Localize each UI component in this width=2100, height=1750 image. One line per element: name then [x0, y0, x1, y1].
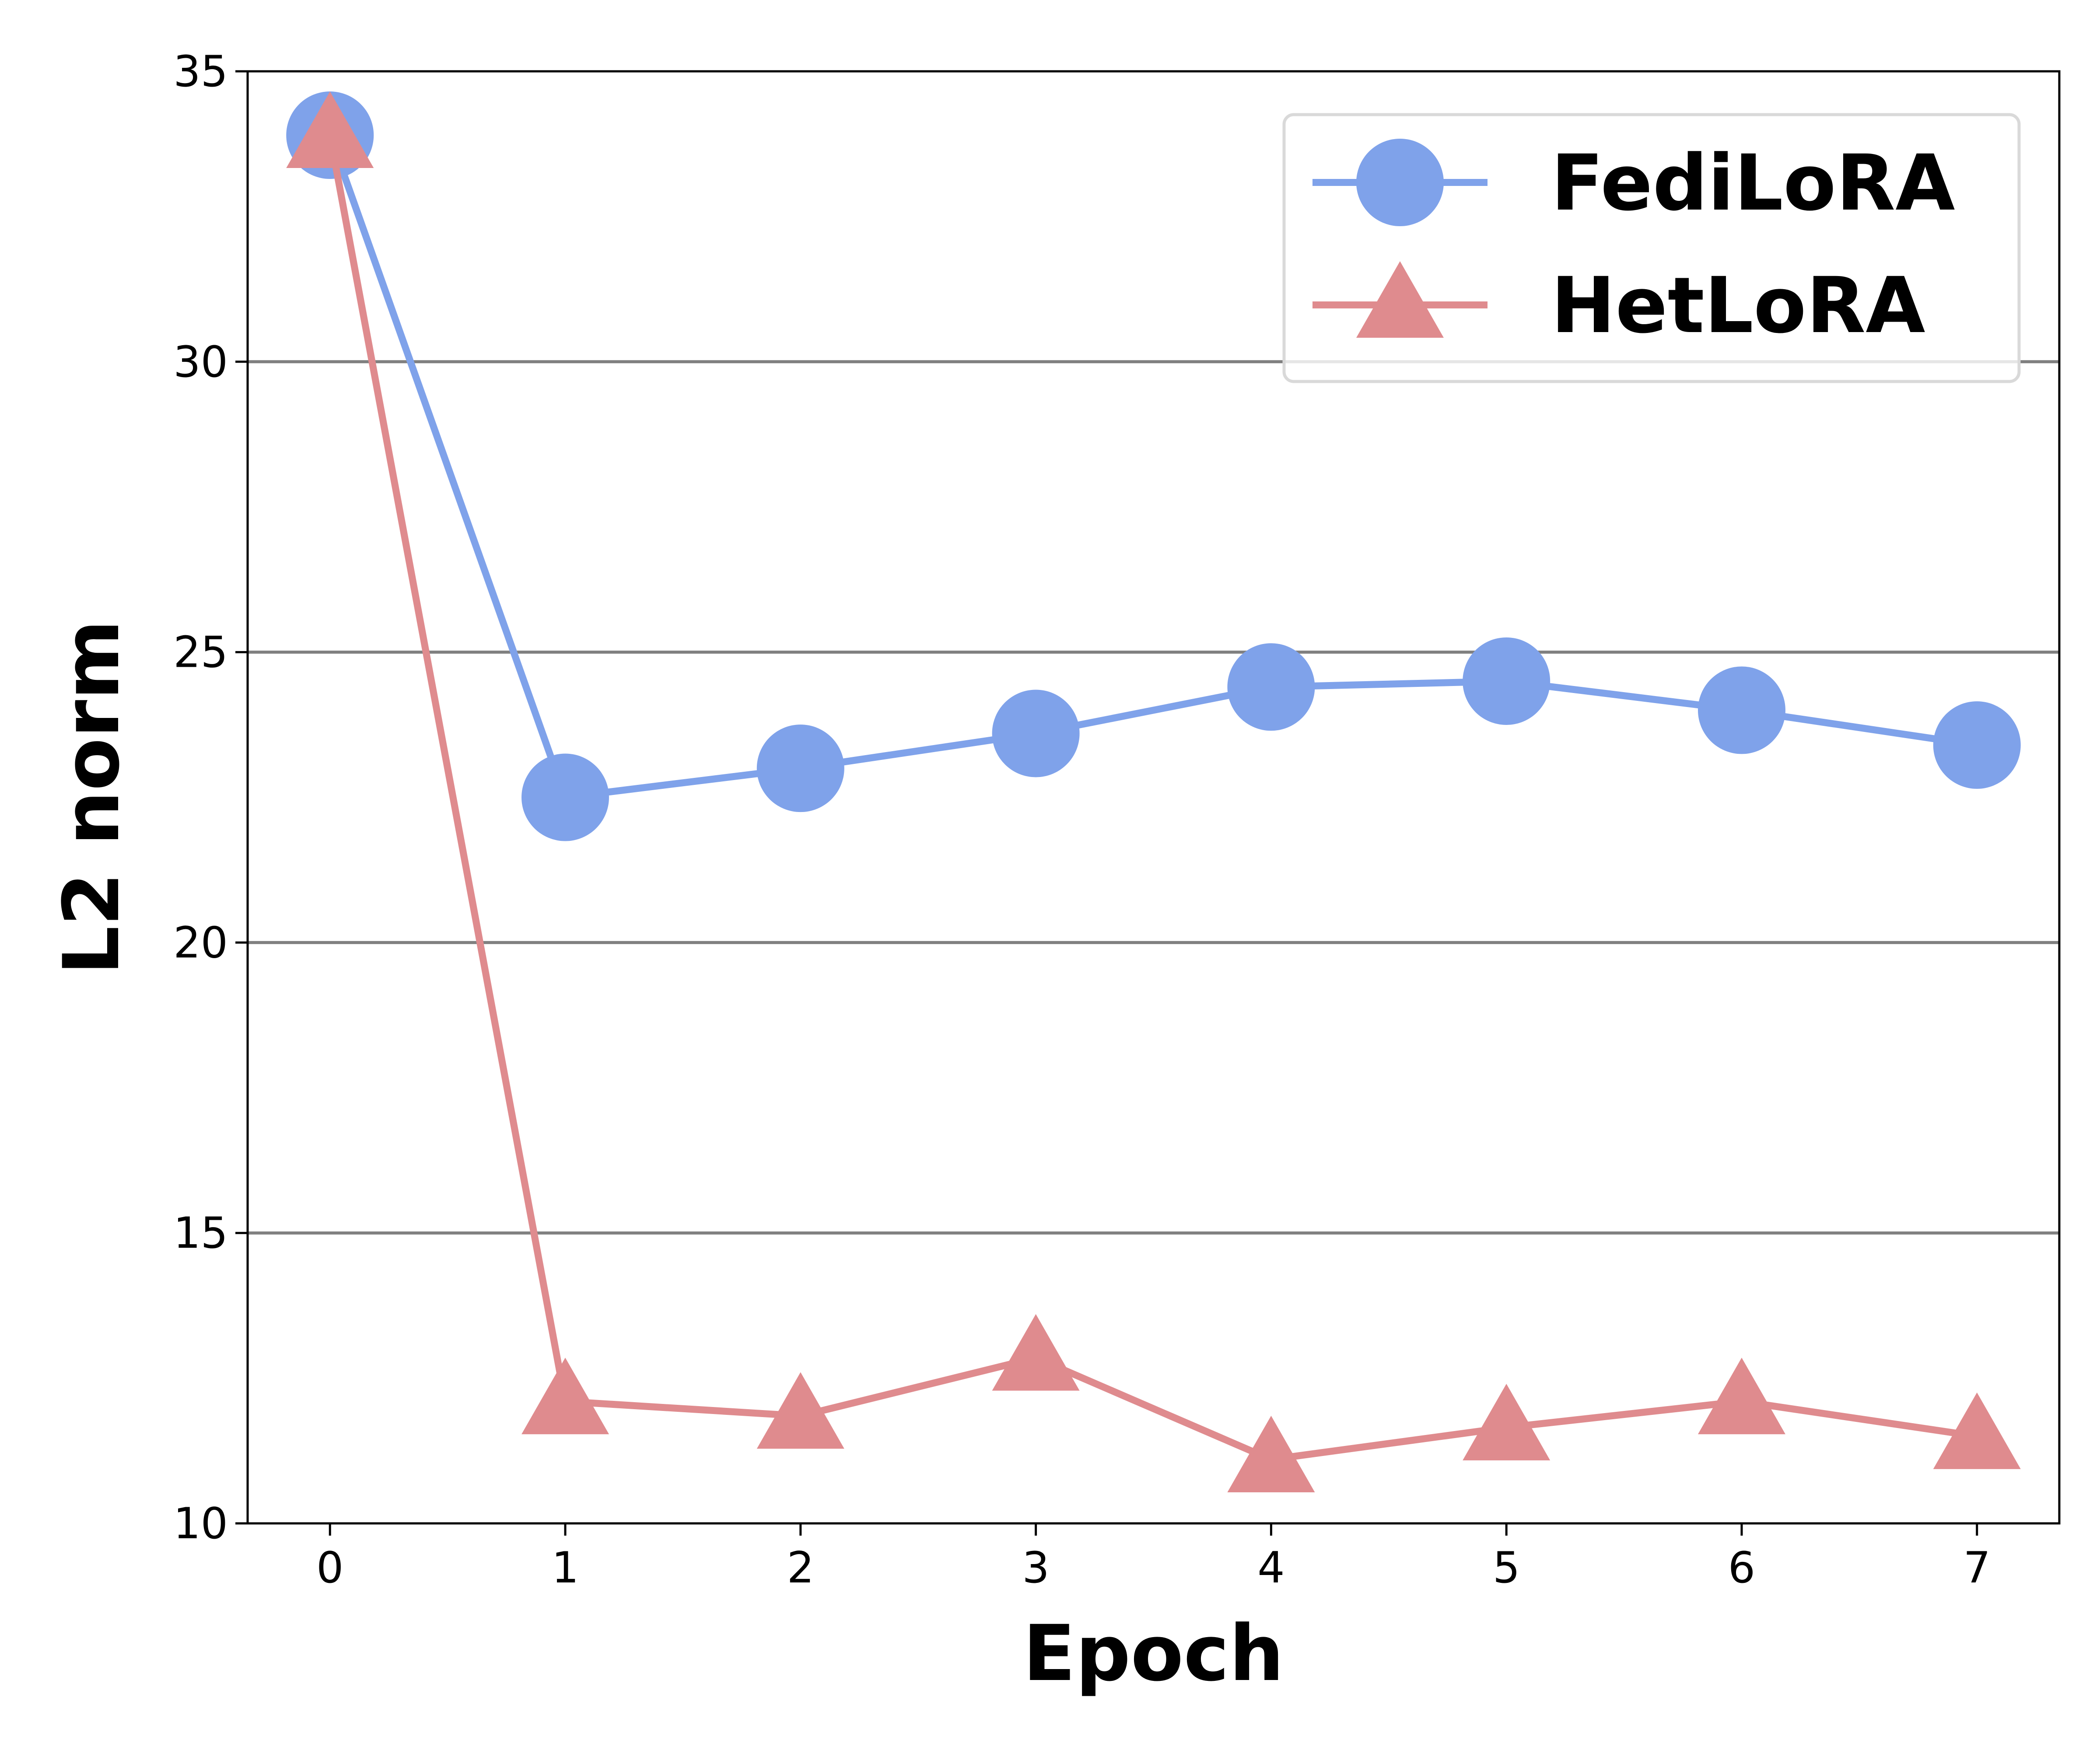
legend-marker-circle: [1356, 139, 1444, 226]
y-tick-label: 15: [173, 1208, 228, 1258]
data-point-fedilora: [1463, 637, 1550, 725]
data-point-fedilora: [1698, 666, 1785, 754]
y-tick-label: 20: [173, 918, 228, 968]
axis-ticks: 10 15 20 25 30 35 0 1 2 3 4 5 6 7: [173, 47, 1991, 1593]
series-hetlora: [286, 91, 2021, 1492]
data-point-hetlora: [1698, 1358, 1785, 1435]
y-axis-title: L2 norm: [47, 620, 136, 975]
legend-item-fedilora: FediLoRA: [1312, 138, 1955, 228]
x-tick-label: 5: [1493, 1543, 1520, 1593]
x-tick-label: 6: [1728, 1543, 1755, 1593]
y-tick-label: 25: [173, 628, 228, 678]
x-tick-label: 3: [1022, 1543, 1049, 1593]
data-point-fedilora: [1933, 701, 2021, 789]
gridlines: [248, 360, 2059, 1235]
legend-item-hetlora: HetLoRA: [1312, 261, 1925, 350]
plot-frame: [246, 70, 2061, 1525]
legend-marker-triangle: [1356, 261, 1444, 338]
y-tick-label: 30: [173, 337, 228, 387]
legend: FediLoRA HetLoRA: [1282, 113, 2021, 383]
data-point-hetlora: [992, 1314, 1080, 1391]
x-tick-label: 7: [1964, 1543, 1991, 1593]
data-point-hetlora: [1933, 1392, 2021, 1469]
data-point-fedilora: [1227, 643, 1315, 731]
data-point-hetlora: [522, 1358, 609, 1435]
legend-label: HetLoRA: [1551, 261, 1925, 350]
series-lines: [286, 91, 2021, 1492]
x-axis-title: Epoch: [1023, 1609, 1284, 1698]
y-tick-label: 35: [173, 47, 228, 97]
x-tick-label: 4: [1257, 1543, 1284, 1593]
data-point-hetlora: [756, 1372, 844, 1449]
data-point-fedilora: [522, 753, 609, 841]
data-point-hetlora: [1227, 1415, 1315, 1492]
data-point-fedilora: [756, 724, 844, 812]
series-line-hetlora: [326, 134, 1978, 1463]
data-point-fedilora: [992, 690, 1080, 777]
legend-label: FediLoRA: [1551, 138, 1955, 228]
data-point-hetlora: [286, 91, 374, 168]
x-tick-label: 0: [316, 1543, 343, 1593]
y-tick-label: 10: [173, 1499, 228, 1549]
x-tick-label: 1: [552, 1543, 579, 1593]
x-tick-label: 2: [787, 1543, 814, 1593]
data-point-hetlora: [1463, 1383, 1550, 1460]
